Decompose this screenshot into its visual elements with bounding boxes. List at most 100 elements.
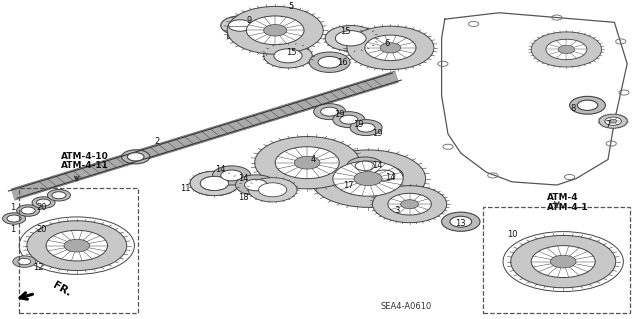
Circle shape — [314, 104, 346, 120]
Text: SEA4-A0610: SEA4-A0610 — [381, 302, 432, 311]
Circle shape — [401, 200, 419, 209]
Text: 20: 20 — [36, 203, 47, 212]
Bar — [19, 188, 138, 313]
Circle shape — [259, 183, 287, 197]
Circle shape — [333, 161, 403, 196]
Circle shape — [7, 215, 21, 222]
Circle shape — [558, 45, 575, 54]
Text: 6: 6 — [385, 39, 390, 48]
Text: FR.: FR. — [51, 280, 73, 299]
Text: 1: 1 — [10, 225, 15, 234]
Circle shape — [325, 26, 376, 51]
Text: 14: 14 — [385, 173, 396, 182]
Circle shape — [36, 199, 51, 206]
Circle shape — [347, 157, 383, 175]
Text: 5: 5 — [289, 2, 294, 11]
Circle shape — [18, 258, 31, 265]
Circle shape — [605, 117, 621, 125]
Circle shape — [274, 49, 302, 63]
Bar — [483, 207, 630, 313]
Circle shape — [212, 166, 251, 185]
Circle shape — [577, 100, 598, 110]
Circle shape — [21, 207, 35, 214]
Circle shape — [221, 16, 259, 35]
Text: 19: 19 — [334, 110, 344, 119]
Circle shape — [27, 221, 127, 271]
Text: 13: 13 — [456, 219, 466, 228]
Text: 10: 10 — [507, 230, 517, 239]
Circle shape — [340, 115, 358, 124]
Text: 14: 14 — [238, 174, 248, 183]
Circle shape — [388, 193, 431, 215]
Circle shape — [64, 239, 90, 252]
Circle shape — [17, 205, 40, 216]
Text: 15: 15 — [286, 48, 296, 57]
Text: 11: 11 — [180, 184, 191, 193]
Circle shape — [122, 150, 150, 164]
Circle shape — [294, 156, 320, 169]
Circle shape — [200, 176, 228, 190]
Circle shape — [335, 31, 366, 46]
Circle shape — [255, 137, 360, 189]
Circle shape — [190, 171, 239, 196]
Text: 4: 4 — [311, 155, 316, 164]
Circle shape — [511, 235, 616, 288]
Circle shape — [227, 6, 323, 54]
Text: 17: 17 — [344, 181, 354, 189]
Text: ATM-4-10: ATM-4-10 — [61, 152, 109, 161]
Text: 16: 16 — [337, 58, 348, 67]
Circle shape — [333, 112, 365, 128]
Circle shape — [373, 170, 395, 181]
Circle shape — [221, 170, 243, 181]
Circle shape — [531, 32, 602, 67]
Circle shape — [32, 197, 55, 208]
Circle shape — [127, 153, 144, 161]
Text: 8: 8 — [570, 104, 575, 113]
Circle shape — [13, 256, 36, 267]
Circle shape — [321, 107, 339, 116]
Circle shape — [450, 216, 472, 227]
Circle shape — [354, 172, 382, 186]
Circle shape — [246, 16, 304, 45]
Circle shape — [46, 230, 108, 261]
Text: 1: 1 — [10, 203, 15, 212]
Circle shape — [350, 120, 382, 136]
Circle shape — [47, 189, 70, 201]
Circle shape — [355, 161, 374, 171]
Circle shape — [380, 43, 401, 53]
Circle shape — [200, 176, 228, 190]
Circle shape — [318, 56, 341, 68]
Text: 14: 14 — [372, 161, 383, 170]
Circle shape — [244, 179, 268, 191]
Text: ATM-4-1: ATM-4-1 — [547, 203, 589, 212]
Circle shape — [3, 213, 26, 224]
Bar — [227, 26, 253, 38]
Circle shape — [546, 39, 587, 60]
Circle shape — [347, 26, 434, 70]
Circle shape — [310, 150, 426, 207]
Text: ATM-4-11: ATM-4-11 — [61, 161, 109, 170]
Circle shape — [264, 25, 287, 36]
Text: 20: 20 — [36, 225, 47, 234]
Text: 19: 19 — [353, 120, 364, 129]
Text: 18: 18 — [238, 193, 248, 202]
Text: 2: 2 — [154, 137, 159, 146]
Text: 12: 12 — [33, 263, 44, 272]
Circle shape — [570, 96, 605, 114]
Text: ATM-4: ATM-4 — [547, 193, 579, 202]
Circle shape — [309, 52, 350, 72]
Circle shape — [52, 192, 66, 199]
Circle shape — [264, 44, 312, 68]
Circle shape — [599, 114, 627, 128]
Circle shape — [228, 20, 252, 31]
Circle shape — [372, 186, 447, 223]
Text: 19: 19 — [372, 130, 383, 138]
Text: 7: 7 — [605, 120, 611, 129]
Circle shape — [550, 255, 576, 268]
Circle shape — [442, 212, 480, 231]
Circle shape — [357, 123, 375, 132]
Circle shape — [236, 175, 276, 195]
Circle shape — [531, 246, 595, 278]
Circle shape — [365, 166, 403, 185]
Text: 3: 3 — [394, 206, 399, 215]
